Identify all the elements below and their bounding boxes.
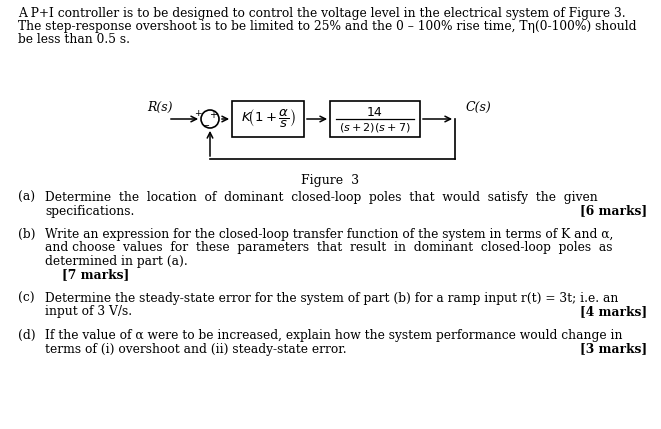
Text: Determine the steady-state error for the system of part (b) for a ramp input r(t: Determine the steady-state error for the… <box>45 292 619 305</box>
Text: determined in part (a).: determined in part (a). <box>45 255 188 268</box>
Text: input of 3 V/s.: input of 3 V/s. <box>45 305 132 318</box>
Text: +: + <box>209 110 217 120</box>
Bar <box>232 101 304 137</box>
Text: [4 marks]: [4 marks] <box>580 305 647 318</box>
Text: If the value of α were to be increased, explain how the system performance would: If the value of α were to be increased, … <box>45 329 623 342</box>
Text: (b): (b) <box>18 228 36 241</box>
Text: and choose  values  for  these  parameters  that  result  in  dominant  closed-l: and choose values for these parameters t… <box>45 242 613 254</box>
Text: (a): (a) <box>18 191 35 204</box>
Text: [7 marks]: [7 marks] <box>45 269 130 281</box>
Text: A P+I controller is to be designed to control the voltage level in the electrica: A P+I controller is to be designed to co… <box>18 7 625 20</box>
Text: specifications.: specifications. <box>45 205 134 218</box>
Text: $(s+2)(s+7)$: $(s+2)(s+7)$ <box>339 121 410 134</box>
Text: Determine  the  location  of  dominant  closed-loop  poles  that  would  satisfy: Determine the location of dominant close… <box>45 191 598 204</box>
Text: terms of (i) overshoot and (ii) steady-state error.: terms of (i) overshoot and (ii) steady-s… <box>45 342 346 356</box>
Text: The step-response overshoot is to be limited to 25% and the 0 – 100% rise time, : The step-response overshoot is to be lim… <box>18 20 637 33</box>
Text: C(s): C(s) <box>465 100 491 114</box>
Text: [6 marks]: [6 marks] <box>580 205 647 218</box>
Text: Write an expression for the closed-loop transfer function of the system in terms: Write an expression for the closed-loop … <box>45 228 613 241</box>
Text: [3 marks]: [3 marks] <box>580 342 647 356</box>
Text: be less than 0.5 s.: be less than 0.5 s. <box>18 33 130 46</box>
Text: +: + <box>194 109 202 118</box>
Bar <box>330 101 420 137</box>
Text: (c): (c) <box>18 292 34 305</box>
Text: −: − <box>202 121 210 131</box>
Text: (d): (d) <box>18 329 36 342</box>
Text: R(s): R(s) <box>147 100 173 114</box>
Text: Figure  3: Figure 3 <box>301 174 359 187</box>
Text: 14: 14 <box>367 106 383 119</box>
Text: $K\!\left(1+\dfrac{\alpha}{s}\right)$: $K\!\left(1+\dfrac{\alpha}{s}\right)$ <box>241 108 295 130</box>
